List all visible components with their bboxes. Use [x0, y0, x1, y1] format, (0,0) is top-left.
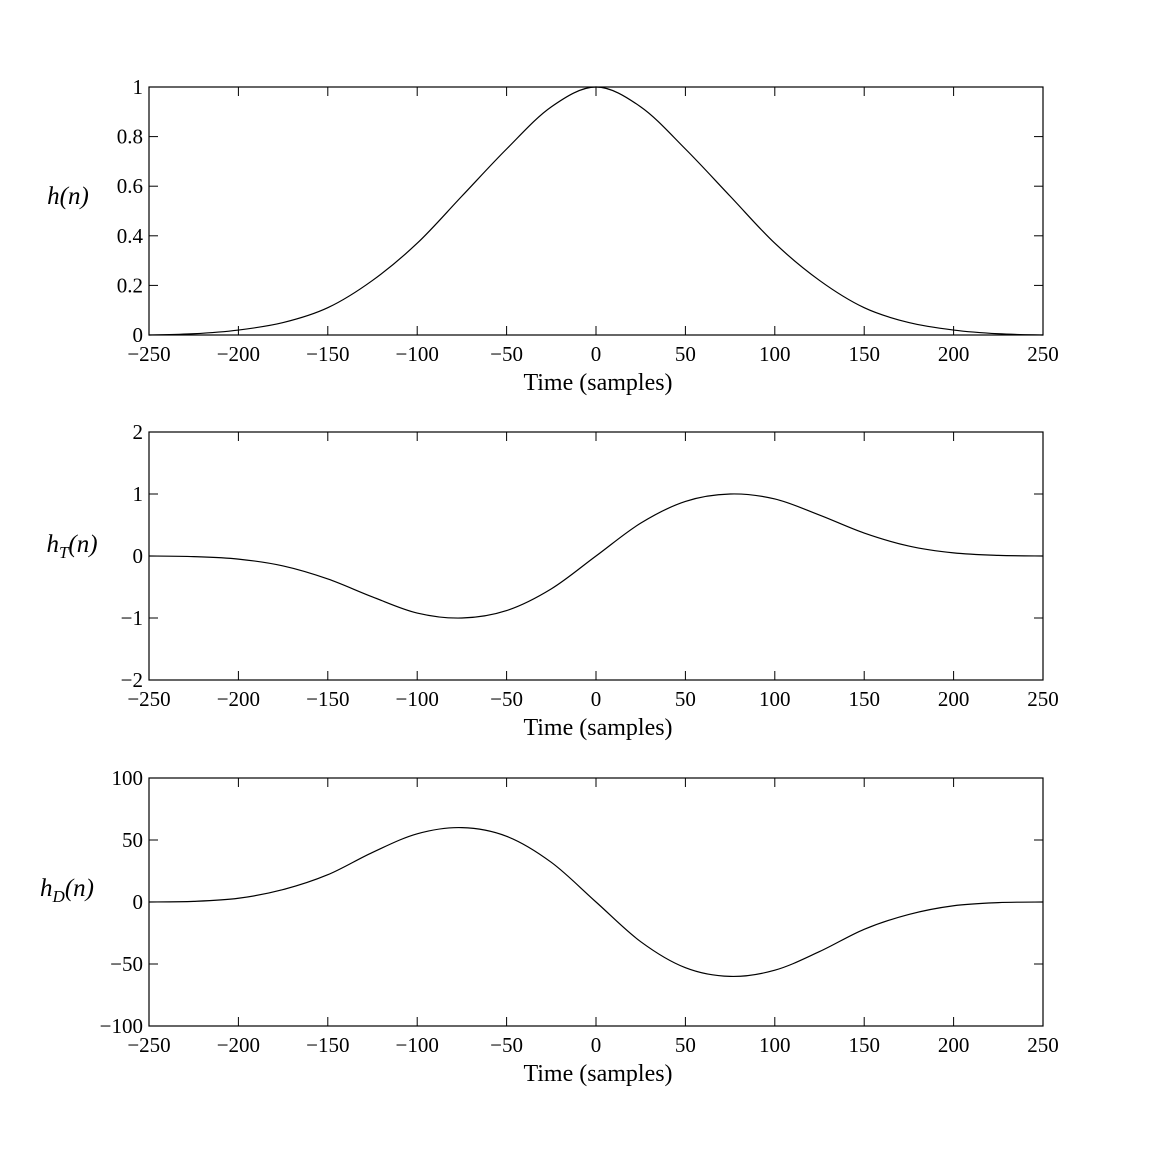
y-tick-label: −1	[121, 606, 143, 630]
y-tick-label: 100	[112, 766, 144, 790]
x-tick-label: 250	[1027, 342, 1059, 366]
x-tick-label: −250	[127, 1033, 170, 1057]
x-tick-label: 150	[848, 687, 880, 711]
series-line	[148, 86, 1044, 336]
x-tick-label: 0	[591, 1033, 602, 1057]
y-tick-label: 1	[133, 482, 144, 506]
x-tick-label: 200	[938, 687, 970, 711]
x-tick-label: −200	[217, 342, 260, 366]
x-tick-label: 50	[675, 342, 696, 366]
x-tick-label: −250	[127, 687, 170, 711]
x-tick-label: −250	[127, 342, 170, 366]
x-tick-label: 200	[938, 1033, 970, 1057]
y-tick-label: −50	[110, 952, 143, 976]
y-tick-label: −100	[100, 1014, 143, 1038]
y-tick-label: 0	[133, 544, 144, 568]
y-tick-label: 0.2	[117, 273, 143, 297]
y-tick-label: −2	[121, 668, 143, 692]
x-tick-label: 100	[759, 1033, 791, 1057]
x-tick-label: −100	[396, 342, 439, 366]
subplot-3: −250 −200 −150 −100 −50 0 50 100 150 200 250 −100 −5…	[40, 766, 1059, 1087]
axes-frame	[148, 86, 1044, 336]
y-axis-label: hT(n)	[46, 531, 97, 562]
x-tick-label: 0	[591, 342, 602, 366]
x-tick-label: −150	[306, 1033, 349, 1057]
subplot-1: −250 −200 −150 −100 −50 0 50 100 150 200 250 0 0.2 0.…	[47, 75, 1059, 396]
x-tick-label: 150	[848, 1033, 880, 1057]
x-tick-label: 0	[591, 687, 602, 711]
x-tick-label: 50	[675, 687, 696, 711]
x-tick-label: −50	[490, 687, 523, 711]
x-tick-label: 50	[675, 1033, 696, 1057]
x-tick-label: 250	[1027, 687, 1059, 711]
x-axis-label: Time (samples)	[523, 715, 672, 741]
y-tick-label: 0.6	[117, 174, 143, 198]
y-tick-label: 0	[133, 323, 144, 347]
x-tick-label: 150	[848, 342, 880, 366]
x-tick-label: −50	[490, 1033, 523, 1057]
x-tick-label: −150	[306, 342, 349, 366]
x-tick-label: 250	[1027, 1033, 1059, 1057]
y-tick-label: 1	[133, 75, 144, 99]
x-axis-label: Time (samples)	[523, 1061, 672, 1087]
y-axis-label: hD(n)	[40, 875, 94, 906]
x-tick-label: 100	[759, 342, 791, 366]
x-tick-label: −100	[396, 1033, 439, 1057]
x-tick-label: −150	[306, 687, 349, 711]
x-tick-label: −50	[490, 342, 523, 366]
y-tick-label: 0.4	[117, 224, 144, 248]
series-line	[148, 493, 1044, 619]
series-line	[148, 826, 1044, 978]
x-tick-label: −200	[217, 1033, 260, 1057]
y-tick-label: 0	[133, 890, 144, 914]
x-tick-label: −100	[396, 687, 439, 711]
y-tick-label: 50	[122, 828, 143, 852]
x-tick-label: 100	[759, 687, 791, 711]
x-tick-label: −200	[217, 687, 260, 711]
x-tick-label: 200	[938, 342, 970, 366]
y-tick-label: 0.8	[117, 125, 143, 149]
y-tick-label: 2	[133, 420, 144, 444]
x-axis-label: Time (samples)	[523, 370, 672, 396]
subplot-2: −250 −200 −150 −100 −50 0 50 100 150 200 250 −2 −1 0 1…	[46, 420, 1058, 741]
y-axis-label: h(n)	[47, 183, 89, 210]
